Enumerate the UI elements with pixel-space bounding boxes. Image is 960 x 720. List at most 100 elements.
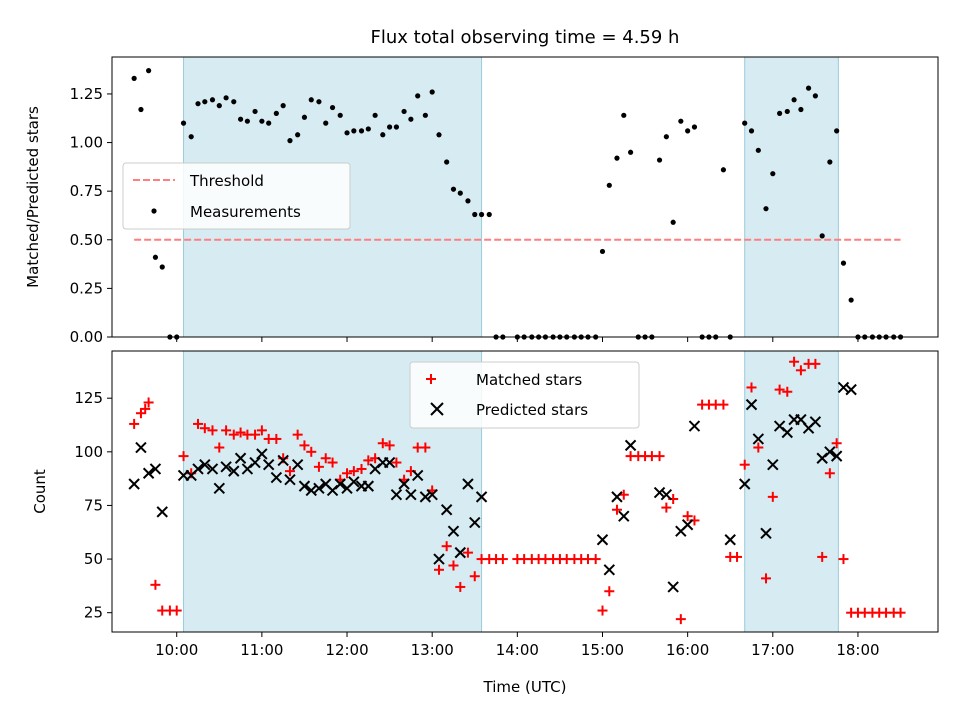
- data-point-stroke: [773, 420, 786, 432]
- data-point: [391, 457, 402, 468]
- data-point-stroke: [135, 441, 147, 454]
- data-point: [398, 478, 410, 490]
- data-point-stroke: [228, 465, 240, 477]
- bottom-y-tick-label: 25: [84, 604, 103, 622]
- data-point: [457, 190, 463, 196]
- data-point: [752, 433, 765, 445]
- data-point: [678, 118, 684, 124]
- data-point: [252, 108, 258, 115]
- data-point-stroke: [660, 489, 673, 501]
- data-point: [675, 614, 686, 625]
- data-point: [599, 248, 606, 255]
- data-point: [408, 116, 414, 122]
- data-point: [156, 506, 168, 518]
- data-point: [433, 553, 445, 565]
- data-point-stroke: [809, 416, 822, 428]
- data-point: [380, 132, 386, 138]
- data-point: [221, 425, 232, 436]
- data-point-stroke: [405, 489, 417, 501]
- data-point: [745, 398, 758, 411]
- data-point: [214, 442, 225, 453]
- data-point: [611, 491, 623, 503]
- data-point-stroke: [618, 510, 630, 522]
- data-point: [387, 124, 393, 130]
- data-point: [308, 97, 314, 103]
- data-point-stroke: [362, 480, 375, 492]
- data-point: [273, 110, 279, 116]
- bottom-panel: 25 50 75 100 125 10:00 11:00 12:00 13:00 14:00 15:…: [31, 350, 939, 659]
- data-point: [606, 182, 612, 188]
- data-point: [724, 534, 736, 546]
- data-point: [313, 461, 324, 472]
- data-point: [146, 68, 152, 74]
- data-point: [596, 534, 609, 546]
- data-point: [411, 469, 424, 482]
- bottom-x-tick-label: 10:00: [155, 641, 198, 659]
- data-point: [830, 450, 843, 462]
- data-point: [433, 564, 444, 575]
- top-y-axis-label: Matched/Predicted stars: [24, 106, 42, 288]
- data-point: [131, 75, 137, 81]
- data-point: [755, 147, 761, 153]
- data-point: [444, 159, 450, 165]
- data-point: [653, 486, 666, 499]
- data-point-stroke: [469, 516, 481, 529]
- data-point-stroke: [440, 504, 453, 516]
- data-point: [667, 581, 679, 593]
- data-point: [824, 468, 835, 479]
- data-point: [422, 112, 428, 118]
- data-point: [244, 118, 250, 124]
- data-point: [691, 124, 698, 130]
- top-y-tick-label: 0.50: [70, 231, 103, 249]
- data-point-stroke: [398, 478, 410, 490]
- data-point-stroke: [284, 473, 296, 486]
- data-point: [149, 463, 162, 475]
- data-point: [383, 456, 396, 469]
- data-point: [301, 114, 308, 120]
- data-point: [795, 365, 806, 376]
- data-point: [209, 97, 216, 103]
- data-point: [450, 186, 457, 192]
- bottom-y-tick-label: 75: [84, 496, 103, 514]
- data-point: [419, 491, 432, 503]
- data-point: [782, 386, 793, 397]
- x-axis-label: Time (UTC): [483, 678, 567, 696]
- data-point-stroke: [767, 458, 779, 471]
- data-point: [348, 476, 360, 488]
- data-point: [256, 448, 268, 460]
- legend-threshold-label: Threshold: [189, 172, 264, 190]
- data-point-stroke: [149, 463, 162, 475]
- data-point: [299, 440, 310, 451]
- data-point: [656, 157, 663, 163]
- data-point: [486, 211, 492, 218]
- data-point: [292, 429, 303, 440]
- data-point: [827, 159, 833, 165]
- data-point: [287, 138, 293, 144]
- data-point: [819, 233, 825, 239]
- data-point: [426, 489, 438, 501]
- data-point-stroke: [383, 456, 396, 469]
- data-point-stroke: [234, 452, 247, 464]
- data-point: [152, 254, 159, 260]
- data-point: [207, 425, 218, 436]
- data-point: [440, 504, 453, 516]
- data-point: [763, 206, 769, 212]
- data-point-stroke: [781, 426, 793, 439]
- data-point-stroke: [830, 450, 843, 462]
- data-point: [365, 126, 371, 132]
- data-point: [462, 547, 473, 558]
- data-point: [135, 441, 147, 454]
- data-point: [831, 438, 842, 449]
- data-point-stroke: [596, 534, 609, 546]
- data-point: [732, 551, 743, 562]
- data-point: [465, 198, 471, 204]
- data-point: [316, 99, 322, 105]
- data-point: [777, 110, 783, 116]
- data-point: [738, 478, 751, 490]
- bottom-x-tick-label: 14:00: [496, 641, 539, 659]
- legend-frame: [122, 162, 351, 230]
- data-point: [603, 564, 616, 576]
- data-point-stroke: [213, 482, 226, 494]
- data-point: [760, 527, 772, 540]
